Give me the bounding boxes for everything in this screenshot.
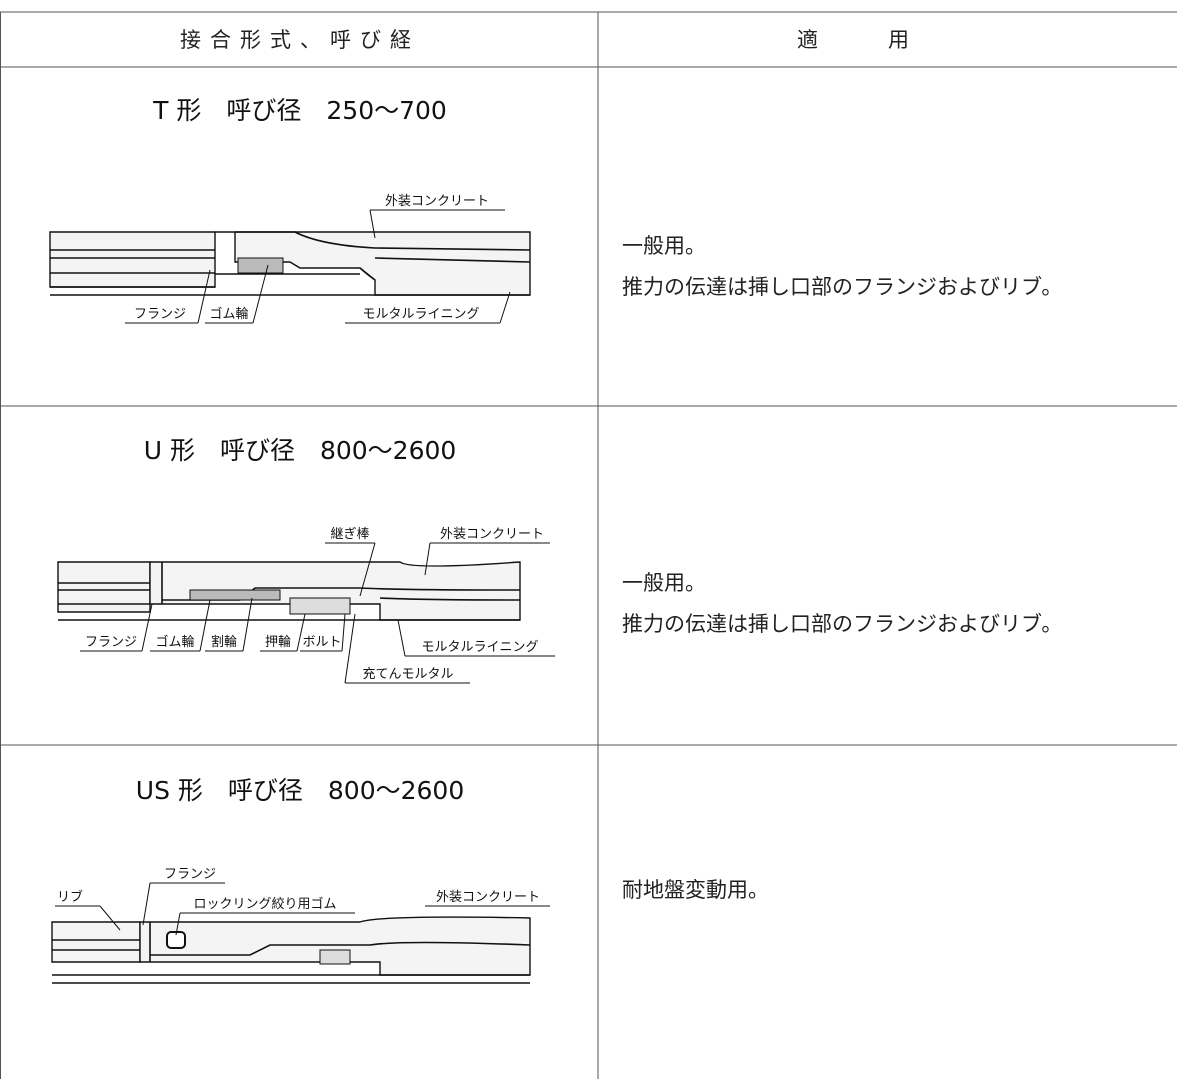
usage-text: 推力の伝達は挿し口部のフランジおよびリブ。 xyxy=(622,612,1062,636)
usage-text: 推力の伝達は挿し口部のフランジおよびリブ。 xyxy=(622,275,1062,299)
diagram-label: 割輪 xyxy=(211,634,237,650)
diagram-label: フランジ xyxy=(85,635,137,650)
joint-diagram xyxy=(51,882,550,984)
header-cell: 接合形式、呼び経 xyxy=(180,28,420,52)
joint-title: T 形 呼び径 250〜700 xyxy=(152,96,447,125)
diagram-label: ロックリング絞り用ゴム xyxy=(193,896,336,912)
table-grid xyxy=(0,11,1177,1079)
usage-text: 一般用。 xyxy=(622,571,706,595)
joint-diagram xyxy=(57,542,555,684)
diagram-label: 外装コンクリート xyxy=(385,194,489,209)
diagram-label: ゴム輪 xyxy=(155,634,194,650)
joint-diagram xyxy=(49,209,531,324)
diagram-label: 外装コンクリート xyxy=(436,890,540,905)
usage-text: 一般用。 xyxy=(622,234,706,258)
diagram-label: ゴム輪 xyxy=(209,306,248,322)
joint-title: U 形 呼び径 800〜2600 xyxy=(144,436,457,465)
usage-text: 耐地盤変動用。 xyxy=(622,878,769,902)
diagram-label: 外装コンクリート xyxy=(440,527,544,542)
diagram-label: 充てんモルタル xyxy=(362,666,453,682)
diagram-label: 押輪 xyxy=(265,634,291,650)
diagram-label: 継ぎ棒 xyxy=(330,527,369,542)
diagram-label: ボルト xyxy=(302,635,341,650)
diagram-label: モルタルライニング xyxy=(421,640,538,655)
diagram-label: リブ xyxy=(57,889,83,905)
joint-title: US 形 呼び径 800〜2600 xyxy=(136,776,464,805)
header-cell: 適用 xyxy=(797,28,979,52)
diagram-label: モルタルライニング xyxy=(362,307,479,322)
diagram-label: フランジ xyxy=(134,307,186,322)
diagram-label: フランジ xyxy=(164,867,216,882)
